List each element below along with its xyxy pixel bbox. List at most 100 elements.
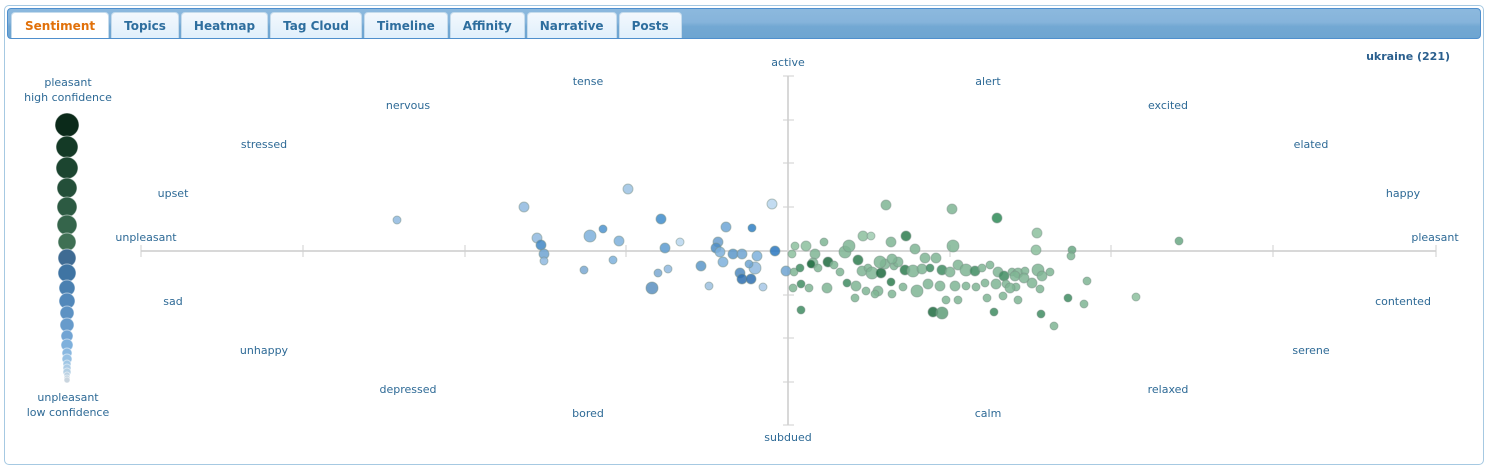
data-point[interactable] (922, 278, 934, 290)
data-point[interactable] (961, 281, 971, 291)
data-point[interactable] (539, 256, 549, 266)
data-point[interactable] (704, 281, 714, 291)
data-point[interactable] (909, 243, 921, 255)
data-point[interactable] (998, 270, 1010, 282)
data-point[interactable] (535, 239, 547, 251)
data-point[interactable] (934, 280, 946, 292)
data-point[interactable] (949, 280, 961, 292)
data-point[interactable] (852, 254, 864, 266)
data-point[interactable] (1009, 270, 1021, 282)
data-point[interactable] (977, 263, 987, 273)
data-point[interactable] (935, 306, 949, 320)
data-point[interactable] (1045, 267, 1055, 277)
data-point[interactable] (900, 230, 912, 242)
data-point[interactable] (1035, 284, 1045, 294)
data-point[interactable] (944, 266, 956, 278)
data-point[interactable] (800, 240, 812, 252)
data-point[interactable] (745, 273, 757, 285)
data-point[interactable] (659, 242, 671, 254)
data-point[interactable] (714, 246, 726, 258)
data-point[interactable] (780, 265, 792, 277)
data-point[interactable] (971, 282, 981, 292)
data-point[interactable] (819, 237, 829, 247)
data-point[interactable] (982, 293, 992, 303)
data-point[interactable] (946, 239, 960, 253)
data-point[interactable] (821, 282, 833, 294)
data-point[interactable] (886, 277, 896, 287)
data-point[interactable] (919, 252, 931, 264)
data-point[interactable] (910, 284, 924, 298)
tab-narrative[interactable]: Narrative (526, 12, 617, 38)
data-point[interactable] (766, 198, 778, 210)
tab-tag-cloud[interactable]: Tag Cloud (270, 12, 362, 38)
data-point[interactable] (1036, 309, 1046, 319)
data-point[interactable] (980, 278, 990, 288)
data-point[interactable] (1013, 295, 1023, 305)
data-point[interactable] (861, 286, 871, 296)
data-point[interactable] (720, 221, 732, 233)
data-point[interactable] (809, 248, 821, 260)
data-point[interactable] (1018, 272, 1030, 284)
data-point[interactable] (795, 263, 805, 273)
data-point[interactable] (946, 203, 958, 215)
data-point[interactable] (622, 183, 634, 195)
data-point[interactable] (941, 295, 951, 305)
tab-sentiment[interactable]: Sentiment (11, 12, 110, 38)
data-point[interactable] (675, 237, 685, 247)
data-point[interactable] (788, 283, 798, 293)
data-point[interactable] (870, 289, 880, 299)
data-point[interactable] (886, 253, 898, 265)
data-point[interactable] (1049, 321, 1059, 331)
data-point[interactable] (804, 283, 814, 293)
data-point[interactable] (758, 282, 768, 292)
data-point[interactable] (392, 215, 402, 225)
data-point[interactable] (873, 255, 887, 269)
data-point[interactable] (751, 250, 763, 262)
data-point[interactable] (744, 259, 754, 269)
data-point[interactable] (736, 248, 748, 260)
data-point[interactable] (1131, 292, 1141, 302)
tab-timeline[interactable]: Timeline (363, 12, 448, 38)
data-point[interactable] (880, 199, 892, 211)
data-point[interactable] (985, 260, 995, 270)
data-point[interactable] (989, 307, 999, 317)
data-point[interactable] (1174, 236, 1184, 246)
data-point[interactable] (747, 223, 757, 233)
data-point[interactable] (598, 224, 608, 234)
data-point[interactable] (655, 213, 667, 225)
data-point[interactable] (1031, 227, 1043, 239)
data-point[interactable] (717, 256, 729, 268)
data-point[interactable] (653, 268, 663, 278)
data-point[interactable] (898, 282, 908, 292)
data-point[interactable] (663, 264, 673, 274)
data-point[interactable] (953, 295, 963, 305)
data-point[interactable] (850, 280, 862, 292)
data-point[interactable] (613, 235, 625, 247)
data-point[interactable] (695, 260, 707, 272)
data-point[interactable] (645, 281, 659, 295)
data-point[interactable] (787, 249, 797, 259)
data-point[interactable] (916, 263, 928, 275)
data-point[interactable] (885, 236, 897, 248)
data-point[interactable] (998, 291, 1008, 301)
data-point[interactable] (1030, 244, 1042, 256)
data-point[interactable] (1079, 299, 1089, 309)
data-point[interactable] (850, 293, 860, 303)
data-point[interactable] (1026, 277, 1038, 289)
data-point[interactable] (1066, 251, 1076, 261)
data-point[interactable] (1082, 276, 1092, 286)
data-point[interactable] (887, 289, 897, 299)
data-point[interactable] (608, 255, 618, 265)
data-point[interactable] (518, 201, 530, 213)
data-point[interactable] (1036, 270, 1048, 282)
data-point[interactable] (925, 263, 935, 273)
data-point[interactable] (806, 259, 816, 269)
data-point[interactable] (866, 231, 876, 241)
data-point[interactable] (875, 267, 887, 279)
data-point[interactable] (990, 278, 1002, 290)
data-point[interactable] (796, 305, 806, 315)
data-point[interactable] (835, 267, 845, 277)
data-point[interactable] (991, 212, 1003, 224)
data-point[interactable] (583, 229, 597, 243)
tab-posts[interactable]: Posts (618, 12, 682, 38)
